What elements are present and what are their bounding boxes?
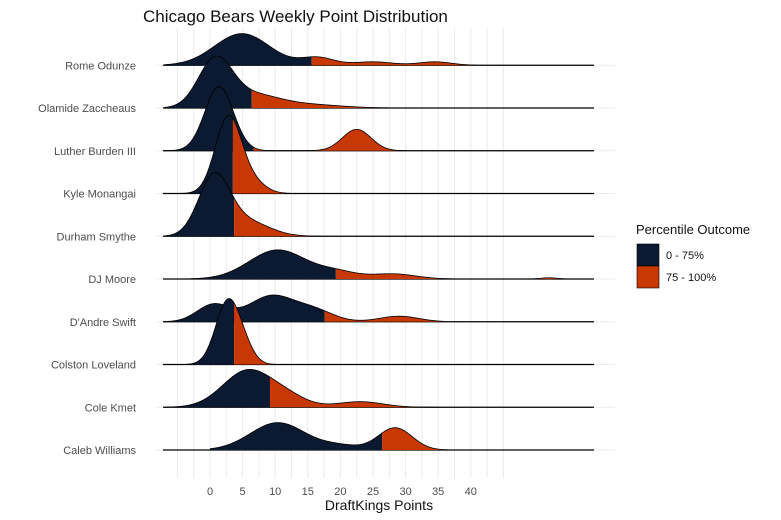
density-area-0-75 — [210, 422, 383, 450]
density-outline — [164, 368, 439, 408]
density-outline — [164, 172, 321, 237]
density-area-75-100 — [269, 377, 439, 408]
y-axis-labels: Rome Odunze Olamide Zaccheaus Luther Burde… — [38, 60, 136, 457]
y-axis-label: Kyle Monangai — [63, 189, 136, 201]
x-tick-label: 35 — [432, 486, 444, 498]
density-area-75-100 — [253, 129, 406, 151]
density-outline — [164, 294, 445, 322]
density-area-75-100 — [234, 303, 295, 365]
density-area-0-75 — [164, 172, 235, 237]
y-axis-label: Durham Smythe — [57, 231, 136, 243]
y-axis-label: Olamide Zaccheaus — [38, 103, 136, 115]
density-area-75-100 — [382, 427, 458, 450]
ridges — [163, 33, 594, 451]
y-axis-label: Caleb Williams — [63, 445, 136, 457]
ridge-colston-loveland — [163, 298, 594, 366]
x-tick-label: 20 — [334, 486, 346, 498]
ridge-cole-kmet — [163, 368, 594, 408]
y-axis-label: Rome Odunze — [65, 60, 136, 72]
ridge-kyle-monangai — [163, 114, 594, 195]
x-tick-label: 15 — [302, 486, 314, 498]
density-area-75-100 — [232, 118, 308, 194]
x-tick-label: 30 — [399, 486, 411, 498]
density-area-0-75 — [164, 294, 325, 322]
x-tick-label: 40 — [465, 486, 477, 498]
density-area-0-75 — [190, 249, 336, 279]
density-area-75-100 — [335, 268, 569, 279]
legend-title: Percentile Outcome — [636, 222, 750, 237]
legend-swatch-75-100 — [636, 265, 660, 289]
density-area-75-100 — [234, 198, 321, 237]
ridge-rome-odunze — [163, 33, 594, 66]
y-axis-label: DJ Moore — [88, 274, 136, 286]
density-outline — [209, 422, 458, 451]
ridge-dj-moore — [163, 249, 594, 280]
density-area-75-100 — [251, 89, 406, 108]
ridge-olamide-zaccheaus — [163, 55, 594, 109]
density-area-0-75 — [164, 369, 270, 408]
x-tick-label: 10 — [269, 486, 281, 498]
ridge-durham-smythe — [163, 172, 594, 237]
density-area-0-75 — [164, 56, 252, 108]
density-outline — [164, 298, 295, 365]
density-outline — [164, 33, 478, 66]
density-outline — [190, 249, 569, 280]
density-area-0-75 — [164, 33, 312, 66]
chart-title: Chicago Bears Weekly Point Distribution — [143, 7, 448, 26]
y-axis-label: Luther Burden III — [54, 146, 136, 158]
density-outline — [164, 114, 308, 194]
y-axis-label: Colston Loveland — [51, 360, 136, 372]
density-area-0-75 — [164, 298, 235, 365]
legend-label-75-100: 75 - 100% — [666, 272, 716, 284]
legend-label-0-75: 0 - 75% — [666, 250, 704, 262]
density-outline — [164, 55, 406, 109]
legend-swatch-0-75 — [636, 243, 660, 267]
density-outline — [164, 86, 406, 152]
density-area-75-100 — [324, 310, 445, 322]
x-axis-ticks: 0 5 10 15 20 25 30 35 40 — [207, 486, 477, 498]
x-tick-label: 5 — [240, 486, 246, 498]
x-tick-label: 25 — [367, 486, 379, 498]
x-axis-title: DraftKings Points — [325, 497, 433, 513]
x-tick-label: 0 — [207, 486, 213, 498]
legend: Percentile Outcome 0 - 75% 75 - 100% — [636, 222, 750, 289]
density-area-75-100 — [311, 56, 478, 66]
y-axis-label: D'Andre Swift — [70, 317, 136, 329]
ridge-caleb-williams — [163, 422, 594, 451]
y-axis-label: Cole Kmet — [85, 402, 136, 414]
